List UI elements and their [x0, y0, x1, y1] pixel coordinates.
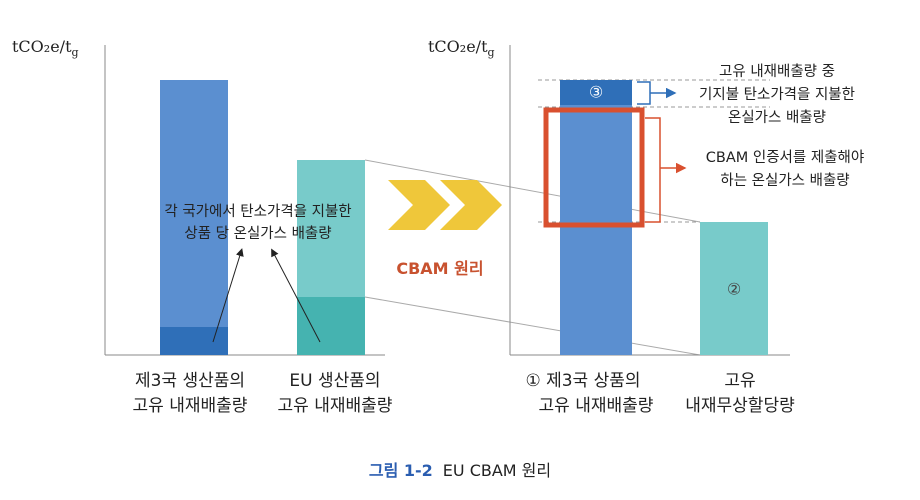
bar [160, 80, 228, 355]
annotation: 각 국가에서 탄소가격을 지불한 [164, 203, 351, 220]
bar-label: 내재무상할당량 [685, 396, 795, 416]
bar-segment [560, 80, 632, 105]
segment-label: ③ [589, 83, 603, 102]
highlight-box [543, 107, 645, 228]
callout: 고유 내재배출량 중 [719, 63, 835, 80]
bracket [645, 117, 661, 223]
bar-segment [160, 327, 228, 355]
callout: 기지불 탄소가격을 지불한 [699, 86, 855, 103]
chevron [440, 180, 502, 230]
callout: 온실가스 배출량 [728, 109, 826, 126]
caption: 그림 1-2 EU CBAM 원리 [369, 461, 551, 480]
bar [560, 105, 632, 355]
chevron [388, 180, 450, 230]
bar-label: EU 생산품의 [289, 371, 380, 391]
axis-label: tCO₂e/tg [428, 37, 495, 59]
arrow [271, 248, 321, 343]
bar-label: 고유 내재배출량 [539, 396, 654, 416]
bar [700, 222, 768, 355]
transition-label: CBAM 원리 [396, 259, 483, 278]
bar-label: 고유 [724, 371, 755, 391]
arrow [212, 248, 244, 343]
callout: CBAM 인증서를 제출해야 [706, 149, 864, 166]
bar-label: ① 제3국 상품의 [525, 371, 640, 391]
bar-label: 고유 내재배출량 [278, 396, 393, 416]
segment-label: ② [727, 280, 741, 299]
bar-label: 제3국 생산품의 [135, 371, 245, 391]
callout: 하는 온실가스 배출량 [720, 172, 849, 189]
bar-label: 고유 내재배출량 [133, 396, 248, 416]
annotation: 상품 당 온실가스 배출량 [184, 225, 331, 242]
bar-segment [297, 297, 365, 355]
bracket [637, 81, 651, 105]
connector [364, 296, 701, 356]
axis-label: tCO₂e/tg [12, 37, 79, 59]
